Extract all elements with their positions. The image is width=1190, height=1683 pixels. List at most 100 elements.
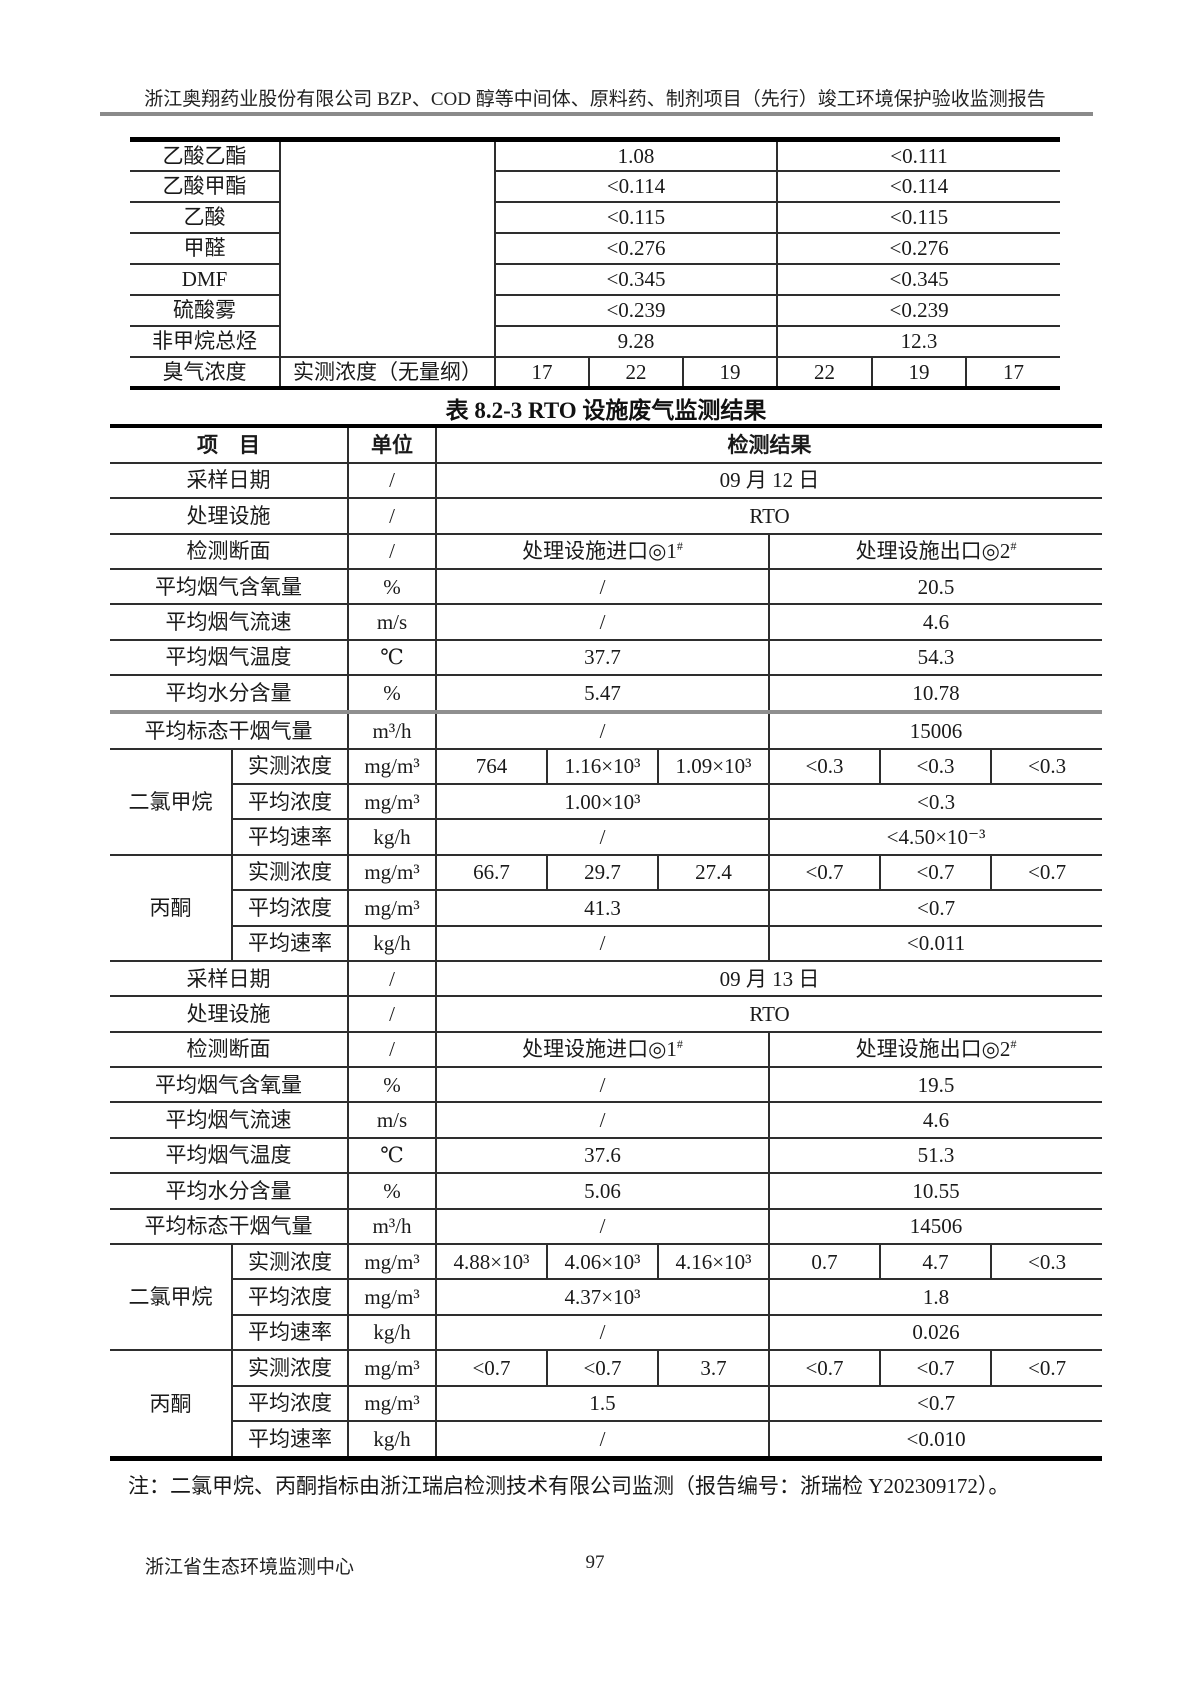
cell-value: <0.3 [879,747,992,785]
cell-unit: ℃ [347,1136,437,1175]
table-row: 乙酸 <0.115 <0.115 [130,200,1061,234]
table-row: 平均浓度 mg/m³ 4.37×10³ 1.8 [110,1278,1103,1316]
cell-value: / [435,709,770,750]
cell-value: / [435,924,770,962]
cell-value: 12.3 [776,324,1061,358]
cell-label: 平均浓度 [231,889,349,927]
header-item: 项 目 [110,425,349,464]
header-result: 检测结果 [434,425,1103,464]
cell-unit: / [347,995,437,1033]
inlet-sup: # [676,1037,683,1052]
table-row: 平均烟气温度 ℃ 37.6 51.3 [110,1136,1103,1175]
cell-value: 10.55 [767,1172,1103,1210]
cell-value: 5.47 [435,674,770,713]
cell-unit: kg/h [347,1313,437,1352]
cell-value: / [435,1066,770,1104]
cell-value: 3.7 [657,1349,770,1387]
cell-value: <0.345 [776,262,1061,296]
merged-empty-cell [279,138,496,358]
cell-inlet-label: 处理设施进口◎1# [435,1030,770,1069]
cell-item: 平均烟气温度 [110,638,349,677]
cell-value: <0.345 [493,262,779,296]
cell-unit: m/s [347,1101,437,1139]
outlet-sup: # [1010,1037,1017,1052]
cell-label: 平均浓度 [231,1384,349,1422]
cell-label: 实测浓度 [231,853,349,892]
cell-value: 29.7 [546,853,659,892]
cell-value: <0.276 [776,231,1061,265]
cell-item: 乙酸乙酯 [130,138,281,172]
cell-value: 20.5 [767,567,1103,606]
cell-value: 17 [965,355,1061,390]
cell-item: 平均烟气含氧量 [110,1066,349,1104]
cell-value: 0.026 [767,1313,1103,1352]
cell-value: / [435,603,770,641]
table-row: 平均浓度 mg/m³ 41.3 <0.7 [110,889,1103,927]
cell-value: / [435,1101,770,1139]
page-number: 97 [585,1552,605,1573]
cell-value: 19 [681,355,779,390]
cell-value: / [435,567,770,606]
cell-value: 14506 [767,1207,1103,1246]
table-row: 平均烟气流速 m/s / 4.6 [110,603,1103,641]
cell-value: 66.7 [435,853,548,892]
footer-org: 浙江省生态环境监测中心 [145,1557,355,1578]
cell-outlet-label: 处理设施出口◎2# [767,1030,1103,1069]
cell-value: <0.7 [768,1349,881,1387]
cell-value: 1.09×10³ [657,747,770,785]
cell-pollutant-name: 丙酮 [110,1349,233,1460]
cell-item: 非甲烷总烃 [130,324,281,358]
table-row: 硫酸雾 <0.239 <0.239 [130,293,1061,327]
cell-value: 27.4 [657,853,770,892]
table-row: 检测断面 / 处理设施进口◎1# 处理设施出口◎2# [110,1030,1103,1069]
table-row: DMF <0.345 <0.345 [130,262,1061,296]
header-unit: 单位 [347,425,437,464]
cell-value: 37.6 [435,1136,770,1175]
cell-label: 平均速率 [231,1419,349,1460]
cell-value: <0.3 [989,1243,1103,1281]
cell-item: 平均水分含量 [110,1172,349,1210]
cell-value: 5.06 [435,1172,770,1210]
table-row: 平均烟气温度 ℃ 37.7 54.3 [110,638,1103,677]
cell-inlet-label: 处理设施进口◎1# [435,532,770,570]
table-row: 二氯甲烷 实测浓度 mg/m³ 4.88×10³ 4.06×10³ 4.16×1… [110,1243,1103,1352]
cell-item: 平均烟气流速 [110,603,349,641]
table-row: 平均水分含量 % 5.47 10.78 [110,674,1103,713]
cell-item: 平均烟气流速 [110,1101,349,1139]
cell-value: <0.114 [493,169,779,203]
cell-item: 平均水分含量 [110,674,349,713]
cell-pollutant-name: 丙酮 [110,853,233,962]
cell-unit: kg/h [347,818,437,856]
cell-item: 甲醛 [130,231,281,265]
cell-value: 22 [776,355,874,390]
cell-unit: mg/m³ [347,747,437,785]
cell-item: 采样日期 [110,461,349,500]
cell-value: 4.6 [767,1101,1103,1139]
cell-value: 37.7 [435,638,770,677]
cell-label: 实测浓度 [231,1349,349,1387]
pollutant-results-table: 乙酸乙酯 1.08 <0.111 乙酸甲酯 <0.114 <0.114 乙酸 <… [130,137,1061,390]
table-row: 处理设施 / RTO [110,995,1103,1033]
cell-label: 平均速率 [231,818,349,856]
cell-unit: mg/m³ [347,889,437,927]
cell-pollutant-name: 二氯甲烷 [110,1243,233,1352]
table-header-row: 项 目 单位 检测结果 [110,425,1103,464]
cell-value: RTO [434,995,1103,1033]
cell-unit: % [347,1172,437,1210]
cell-value: 19 [871,355,968,390]
cell-unit: mg/m³ [347,1384,437,1422]
cell-value: 1.16×10³ [546,747,659,785]
outlet-sup: # [1010,539,1017,554]
cell-value: <0.276 [493,231,779,265]
cell-unit: ℃ [347,638,437,677]
cell-unit: mg/m³ [347,1278,437,1316]
cell-pollutant-name: 二氯甲烷 [110,747,233,856]
rto-table-title: 表 8.2-3 RTO 设施废气监测结果 [445,398,767,423]
cell-value: <0.7 [435,1349,548,1387]
cell-unit: mg/m³ [347,853,437,892]
cell-value: 41.3 [435,889,770,927]
cell-unit: kg/h [347,1419,437,1460]
cell-item: 平均烟气温度 [110,1136,349,1175]
cell-item: 处理设施 [110,995,349,1033]
